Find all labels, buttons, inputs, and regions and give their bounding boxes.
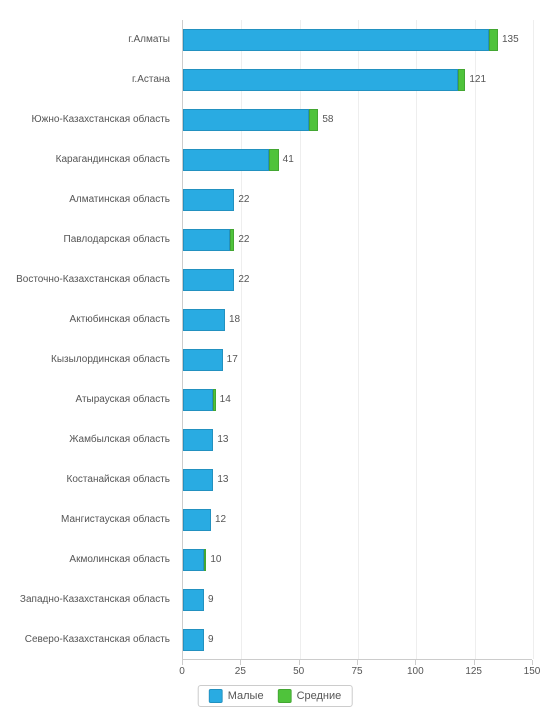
bar-segment-small [183,629,204,651]
x-tick-label: 0 [179,666,185,677]
bar-segment-small [183,269,234,291]
bar-segment-small [183,389,213,411]
category-label: Мангистауская область [0,500,170,540]
bar-segment-small [183,189,234,211]
x-tick-label: 50 [293,666,304,677]
x-tick-label: 125 [465,666,482,677]
bar-segment-medium [213,389,215,411]
x-tick-label: 25 [235,666,246,677]
value-label: 9 [208,594,214,605]
category-label: Южно-Казахстанская область [0,100,170,140]
legend-swatch-small [209,689,223,703]
value-label: 14 [220,394,231,405]
value-label: 22 [238,274,249,285]
legend-label-medium: Средние [297,690,342,702]
bar-segment-small [183,229,230,251]
bar-segment-small [183,469,213,491]
x-tick-label: 100 [407,666,424,677]
legend: Малые Средние [198,685,353,707]
category-label: Атырауская область [0,380,170,420]
value-label: 12 [215,514,226,525]
category-label: Алматинская область [0,180,170,220]
bar-segment-medium [489,29,498,51]
value-label: 58 [322,114,333,125]
value-label: 10 [210,554,221,565]
bar-segment-medium [269,149,278,171]
category-label: Западно-Казахстанская область [0,580,170,620]
value-label: 18 [229,314,240,325]
legend-item-medium: Средние [278,689,342,703]
category-label: Карагандинская область [0,140,170,180]
category-label: Костанайская область [0,460,170,500]
bar-segment-small [183,509,211,531]
plot-area: г.Алматы135г.Астана121Южно-Казахстанская… [182,20,532,660]
bar-segment-small [183,429,213,451]
bar-segment-small [183,69,458,91]
value-label: 41 [283,154,294,165]
category-label: г.Алматы [0,20,170,60]
bar-segment-medium [458,69,465,91]
bar-segment-small [183,349,223,371]
x-axis-ticks: 0255075100125150 [182,660,532,680]
category-label: Жамбылская область [0,420,170,460]
value-label: 9 [208,634,214,645]
x-tick-label: 150 [524,666,541,677]
bar-segment-medium [309,109,318,131]
bar-segment-small [183,109,309,131]
bar-segment-small [183,29,489,51]
category-label: г.Астана [0,60,170,100]
bar-segment-medium [204,549,206,571]
value-label: 17 [227,354,238,365]
bar-segment-small [183,149,269,171]
legend-item-small: Малые [209,689,264,703]
value-label: 135 [502,34,519,45]
value-label: 13 [217,474,228,485]
category-label: Актюбинская область [0,300,170,340]
bar-segment-small [183,309,225,331]
bar-segment-small [183,549,204,571]
category-label: Северо-Казахстанская область [0,620,170,660]
value-label: 121 [469,74,486,85]
category-label: Акмолинская область [0,540,170,580]
bar-segment-small [183,589,204,611]
category-label: Кызылординская область [0,340,170,380]
value-label: 22 [238,234,249,245]
value-label: 22 [238,194,249,205]
x-tick-label: 75 [351,666,362,677]
bar-segment-medium [230,229,235,251]
value-label: 13 [217,434,228,445]
legend-label-small: Малые [228,690,264,702]
category-label: Павлодарская область [0,220,170,260]
legend-swatch-medium [278,689,292,703]
category-label: Восточно-Казахстанская область [0,260,170,300]
bar-chart: г.Алматы135г.Астана121Южно-Казахстанская… [10,10,540,709]
